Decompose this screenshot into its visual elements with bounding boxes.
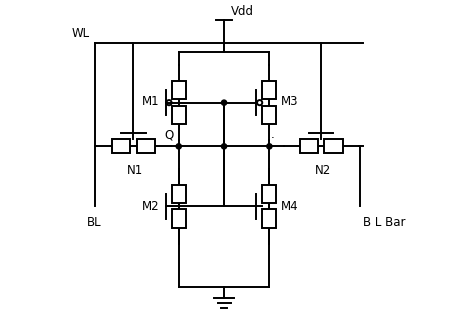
Text: N2: N2 xyxy=(315,164,331,177)
Text: WL: WL xyxy=(72,27,90,40)
Text: B L Bar: B L Bar xyxy=(363,216,406,229)
Bar xyxy=(300,139,318,153)
Text: Vdd: Vdd xyxy=(230,6,254,19)
Text: M3: M3 xyxy=(281,95,298,108)
Circle shape xyxy=(221,100,227,105)
Circle shape xyxy=(221,144,227,149)
Text: M2: M2 xyxy=(142,200,159,213)
Text: BL: BL xyxy=(87,216,102,229)
Text: N1: N1 xyxy=(127,164,143,177)
Circle shape xyxy=(267,144,272,149)
Bar xyxy=(262,81,276,99)
Bar xyxy=(324,139,343,153)
Bar xyxy=(172,209,186,228)
Text: .: . xyxy=(271,128,275,141)
Bar xyxy=(172,185,186,203)
Bar xyxy=(262,209,276,228)
Bar xyxy=(172,106,186,124)
Text: Q: Q xyxy=(164,128,174,141)
Circle shape xyxy=(176,144,182,149)
Bar xyxy=(262,185,276,203)
Bar xyxy=(262,106,276,124)
Bar xyxy=(112,139,130,153)
Bar xyxy=(137,139,155,153)
Text: M1: M1 xyxy=(142,95,159,108)
Bar xyxy=(172,81,186,99)
Text: M4: M4 xyxy=(281,200,298,213)
